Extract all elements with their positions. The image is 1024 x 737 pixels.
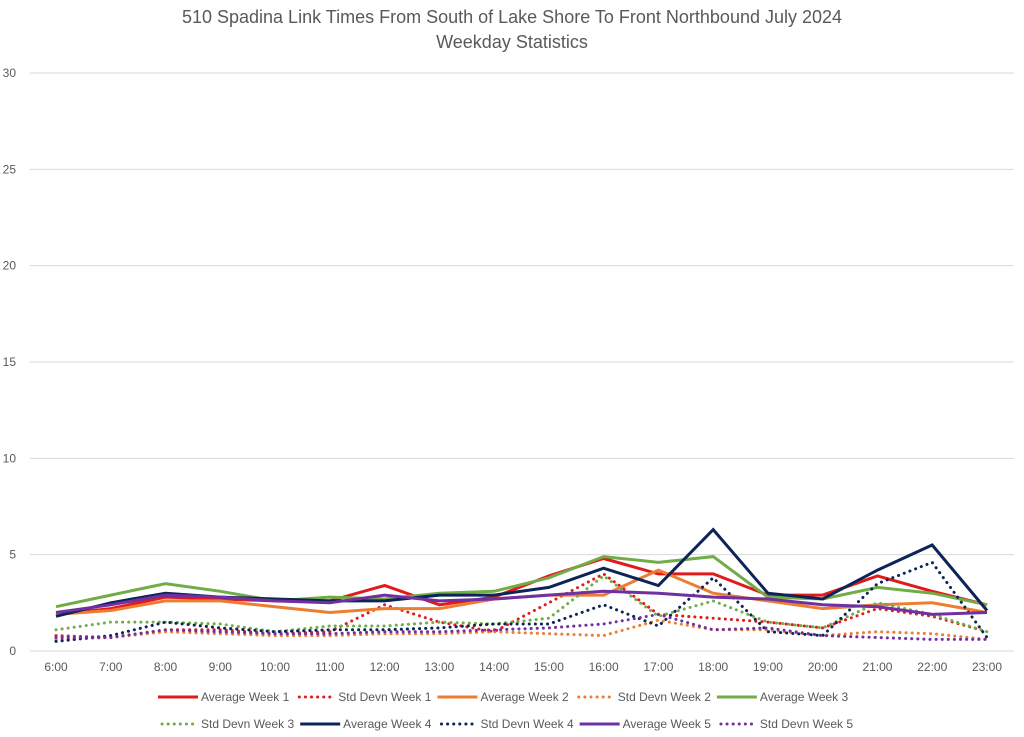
x-tick-label: 16:00 [589,660,619,674]
x-tick-label: 6:00 [44,660,68,674]
x-tick-label: 14:00 [479,660,509,674]
y-tick-label: 15 [3,355,17,369]
x-tick-label: 23:00 [972,660,1002,674]
x-tick-label: 13:00 [424,660,454,674]
x-tick-label: 22:00 [917,660,947,674]
legend-label: Std Devn Week 3 [201,717,294,731]
x-tick-label: 7:00 [99,660,123,674]
series-line-std-devn-week-5 [54,612,989,641]
x-tick-label: 9:00 [209,660,233,674]
series-line-std-devn-week-3 [54,574,989,634]
x-tick-label: 21:00 [862,660,892,674]
y-tick-label: 10 [3,451,17,465]
x-tick-label: 12:00 [370,660,400,674]
legend-label: Average Week 1 [201,690,290,704]
legend-label: Average Week 4 [343,717,432,731]
series-line-average-week-1 [55,556,988,616]
x-tick-label: 11:00 [315,660,344,674]
legend-label: Std Devn Week 4 [480,717,573,731]
y-tick-label: 0 [9,644,16,658]
series-line-average-week-4 [55,527,989,618]
x-tick-label: 19:00 [753,660,783,674]
legend-label: Std Devn Week 5 [760,717,853,731]
y-tick-label: 20 [3,259,17,273]
legend-label: Std Devn Week 2 [618,690,711,704]
y-tick-label: 5 [9,548,16,562]
series-line-std-devn-week-4 [54,560,989,643]
x-tick-label: 17:00 [643,660,673,674]
legend-label: Average Week 3 [760,690,849,704]
chart-subtitle: Weekday Statistics [436,32,588,52]
x-tick-label: 10:00 [260,660,290,674]
series-line-average-week-5 [55,589,988,616]
x-tick-label: 8:00 [154,660,178,674]
series-line-average-week-3 [55,555,988,609]
legend-label: Std Devn Week 1 [338,690,431,704]
chart-title: 510 Spadina Link Times From South of Lak… [181,7,843,27]
x-tick-label: 18:00 [698,660,728,674]
legend-label: Average Week 5 [623,717,712,731]
y-tick-label: 30 [3,66,17,80]
y-tick-label: 25 [3,162,17,176]
x-tick-label: 15:00 [534,660,564,674]
legend-label: Average Week 2 [480,690,569,704]
x-tick-label: 20:00 [808,660,838,674]
